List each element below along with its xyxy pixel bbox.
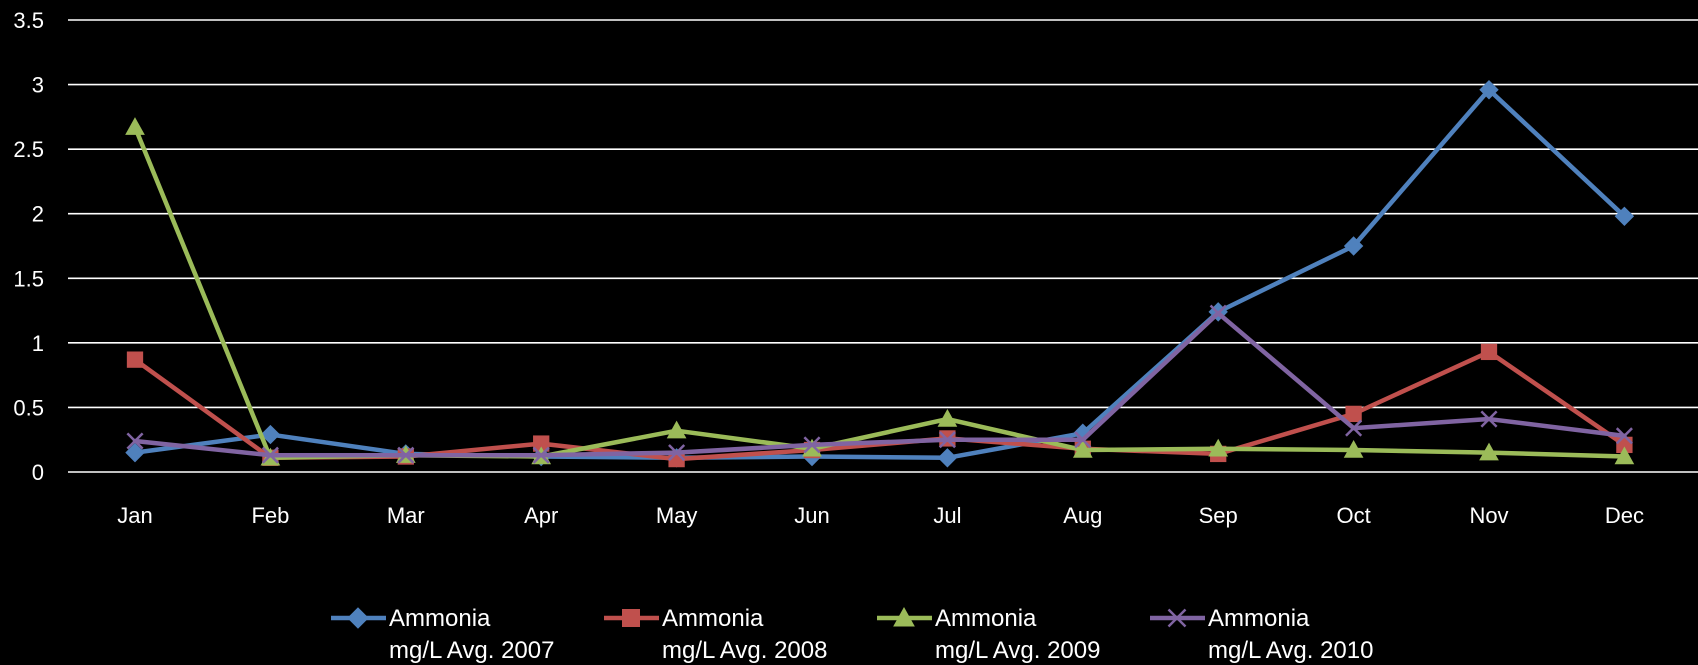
data-point: [125, 442, 145, 463]
data-point: [803, 436, 821, 454]
legend-label: mg/L Avg. 2008: [662, 637, 827, 664]
legend-label: mg/L Avg. 2009: [935, 637, 1100, 664]
legend-label: Ammonia: [935, 605, 1037, 632]
data-point: [1209, 304, 1227, 322]
data-point: [1343, 236, 1364, 256]
legend-label: mg/L Avg. 2007: [389, 637, 554, 664]
legend-label: Ammonia: [662, 605, 764, 632]
gridlines: [68, 19, 1698, 473]
x-tick-label: Sep: [1199, 503, 1238, 528]
y-tick-label: 0: [32, 460, 44, 485]
data-point: [1480, 343, 1498, 361]
data-point: [1614, 446, 1635, 465]
data-point: [1480, 410, 1498, 428]
x-tick-label: Oct: [1336, 503, 1370, 528]
legend-item: Ammonia mg/L Avg. 2008: [604, 605, 827, 664]
x-tick-label: Feb: [251, 503, 289, 528]
data-point: [666, 420, 687, 439]
data-point: [532, 446, 550, 464]
data-point: [937, 409, 958, 427]
legend-item: Ammonia mg/L Avg. 2009: [877, 605, 1100, 664]
series-line: [132, 87, 1627, 461]
legend-marker: [893, 606, 915, 627]
series-line: [132, 310, 1627, 458]
legend-marker: [347, 607, 369, 629]
x-tick-label: Jul: [933, 503, 961, 528]
data-point: [1074, 431, 1092, 449]
series-3: [125, 117, 1635, 466]
legend-item: Ammonia mg/L Avg. 2010: [1150, 605, 1373, 664]
x-tick-label: Jan: [117, 503, 152, 528]
data-point: [1072, 440, 1093, 458]
data-point: [1345, 419, 1363, 437]
x-tick-label: May: [656, 503, 698, 528]
data-point: [261, 446, 279, 464]
data-point: [668, 444, 686, 462]
data-point: [1615, 427, 1633, 445]
data-series: [125, 80, 1635, 468]
data-point: [126, 432, 144, 450]
legend: Ammonia mg/L Avg. 2007 Ammonia mg/L Avg. 20…: [331, 605, 1373, 664]
series-1: [125, 80, 1635, 468]
legend-label: Ammonia: [1208, 605, 1310, 632]
x-tick-label: Nov: [1469, 503, 1508, 528]
legend-label: Ammonia: [389, 605, 491, 632]
y-tick-label: 2: [32, 202, 44, 227]
legend-label: mg/L Avg. 2010: [1208, 637, 1373, 664]
x-tick-label: Mar: [387, 503, 425, 528]
legend-marker: [622, 609, 640, 627]
x-tick-label: Aug: [1063, 503, 1102, 528]
x-axis-tick-labels: Jan Feb Mar Apr May Jun Jul Aug Sep Oct Nov Dec: [117, 503, 1644, 528]
x-tick-label: Dec: [1605, 503, 1644, 528]
y-axis-tick-labels: 0 0.5 1 1.5 2 2.5 3 3.5: [13, 8, 44, 485]
y-tick-label: 3: [32, 73, 44, 98]
data-point: [1208, 438, 1229, 457]
data-point: [126, 351, 144, 368]
legend-item: Ammonia mg/L Avg. 2007: [331, 605, 554, 664]
data-point: [1614, 206, 1635, 227]
data-point: [397, 446, 415, 464]
data-point: [260, 424, 281, 445]
y-tick-label: 3.5: [13, 8, 44, 33]
data-point: [125, 117, 145, 135]
legend-marker: [1167, 608, 1187, 628]
data-point: [938, 431, 956, 449]
data-point: [1343, 440, 1364, 458]
x-tick-label: Apr: [524, 503, 558, 528]
data-point: [937, 448, 958, 468]
data-point: [1345, 405, 1362, 423]
y-tick-label: 1: [32, 331, 44, 356]
y-tick-label: 1.5: [13, 266, 44, 291]
series-4: [126, 304, 1633, 464]
data-point: [1479, 80, 1499, 100]
y-tick-label: 2.5: [13, 137, 44, 162]
x-tick-label: Jun: [794, 503, 829, 528]
y-tick-label: 0.5: [13, 395, 44, 420]
data-point: [1479, 442, 1499, 461]
